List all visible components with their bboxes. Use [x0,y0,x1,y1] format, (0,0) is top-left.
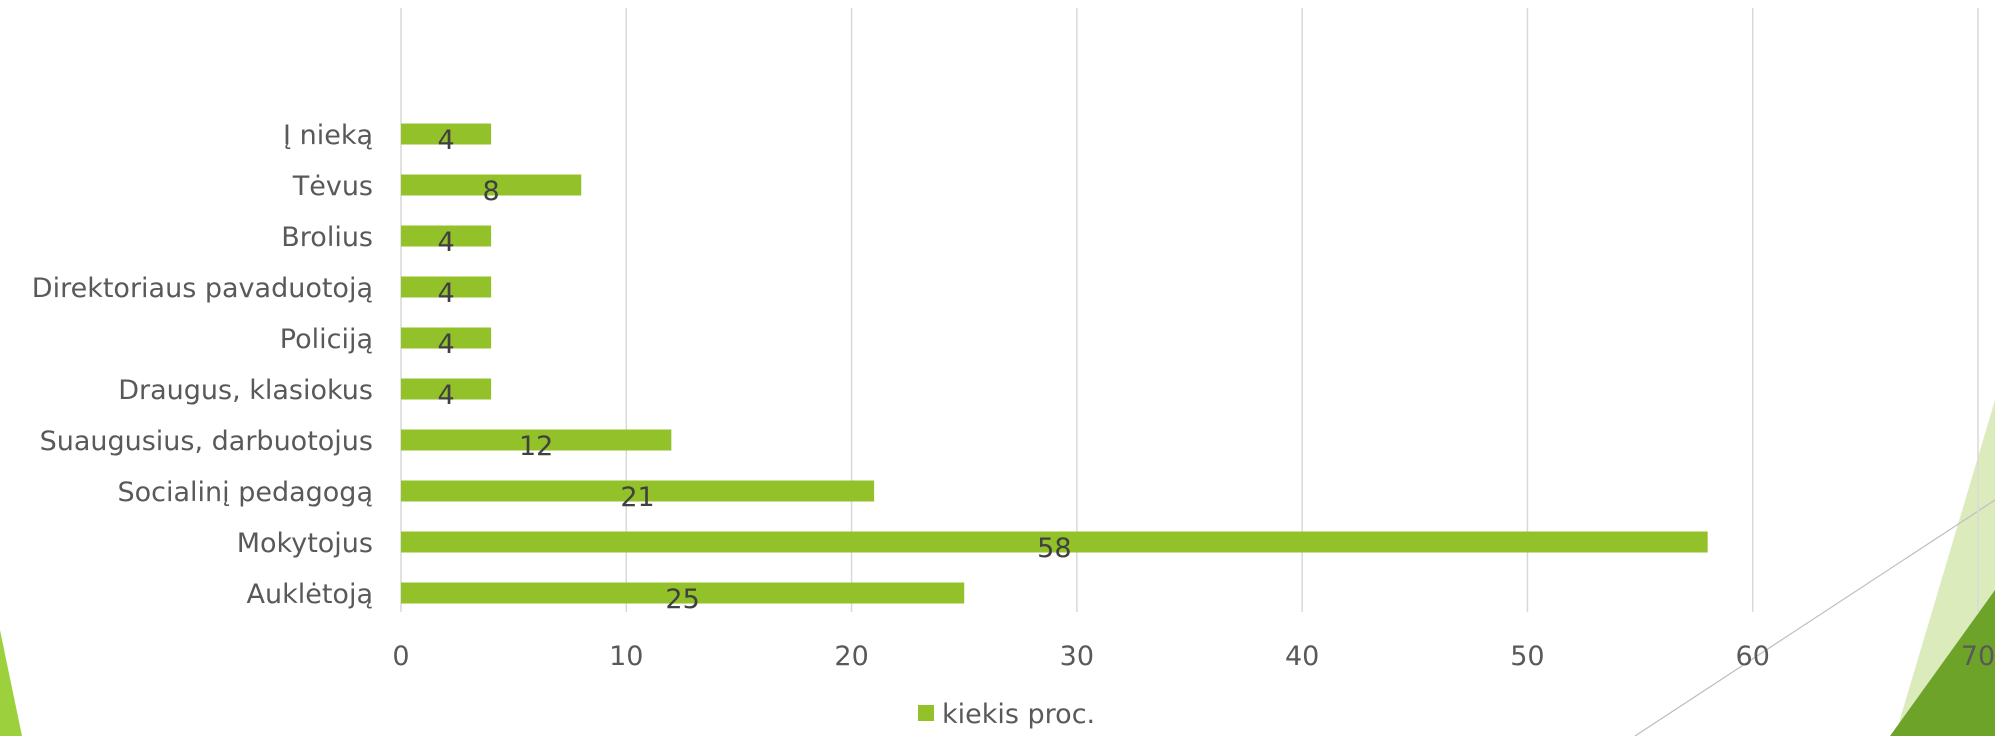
decor-triangle-dark [1890,590,1995,736]
bar [401,327,492,349]
bar [401,123,492,145]
x-tick-label: 40 [1285,641,1319,672]
category-label: Auklėtoją [247,579,373,610]
category-label: Brolius [281,222,373,253]
x-axis-ticks: 0 10 20 30 40 50 60 70 [392,641,1995,672]
category-label: Suaugusius, darbuotojus [40,426,373,457]
category-label: Tėvus [292,171,373,202]
x-tick-label: 30 [1060,641,1094,672]
data-label: 58 [1037,533,1071,564]
category-label: Į nieką [283,120,373,151]
bar [401,276,492,298]
slide-decoration [0,400,1995,737]
legend: kiekis proc. [918,699,1095,730]
data-label: 4 [437,125,454,156]
bar [401,429,672,451]
bars [401,123,1708,604]
category-label: Draugus, klasiokus [118,375,373,406]
category-labels: Į nieką Tėvus Brolius Direktoriaus pavaduot… [32,120,373,610]
category-label: Mokytojus [237,528,373,559]
x-tick-label: 70 [1961,641,1995,672]
bar [401,480,875,502]
decor-line [1634,499,1995,737]
category-label: Direktoriaus pavaduotoją [32,273,373,304]
legend-swatch [918,705,934,721]
category-label: Policiją [280,324,373,355]
x-tick-label: 50 [1510,641,1544,672]
data-label: 12 [519,431,553,462]
gridlines [400,8,1979,612]
decor-triangle-left [0,630,22,736]
bar [401,174,582,196]
x-tick-label: 60 [1736,641,1770,672]
legend-label: kiekis proc. [942,699,1095,730]
bar [401,582,965,604]
category-label: Socialinį pedagogą [117,477,373,508]
data-label: 4 [437,278,454,309]
data-label: 4 [437,329,454,360]
x-tick-label: 10 [609,641,643,672]
bar [401,225,492,247]
data-label: 4 [437,380,454,411]
data-label: 21 [620,482,654,513]
data-label: 4 [437,227,454,258]
x-tick-label: 0 [392,641,409,672]
bar [401,531,1708,553]
data-label: 8 [483,176,500,207]
x-tick-label: 20 [834,641,868,672]
data-label: 25 [665,584,699,615]
bar [401,378,492,400]
